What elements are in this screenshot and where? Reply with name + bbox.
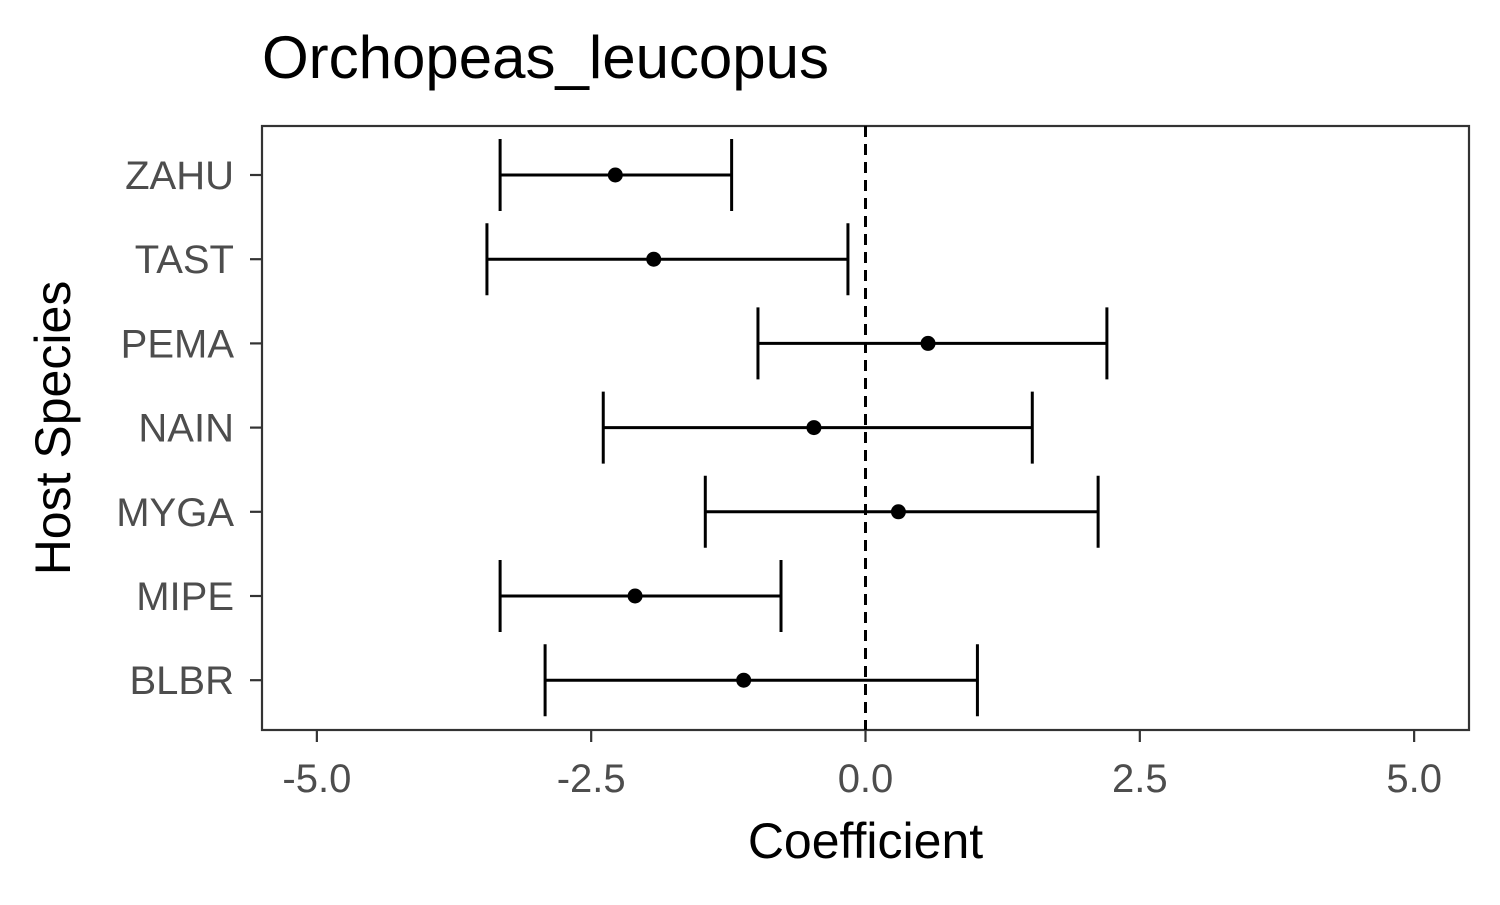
estimate-pema <box>756 307 1109 380</box>
y-tick-label-nain: NAIN <box>138 407 234 451</box>
point-estimate <box>607 167 623 183</box>
estimate-myga <box>703 475 1100 548</box>
x-tick-label: 5.0 <box>1386 757 1442 801</box>
y-tick-label-blbr: BLBR <box>130 659 235 703</box>
point-estimate <box>806 420 822 436</box>
x-axis: -5.0 -2.5 0.0 2.5 5.0 <box>282 730 1442 801</box>
y-tick-label-mipe: MIPE <box>136 575 234 619</box>
point-estimate <box>627 588 643 604</box>
y-tick-label-myga: MYGA <box>116 491 234 535</box>
x-axis-title: Coefficient <box>748 813 983 869</box>
estimate-nain <box>601 391 1034 464</box>
x-tick-label: 2.5 <box>1112 757 1168 801</box>
chart-title: Orchopeas_leucopus <box>262 24 829 91</box>
y-tick-label-tast: TAST <box>135 238 234 282</box>
estimate-mipe <box>498 560 783 632</box>
x-tick-label: 0.0 <box>838 757 894 801</box>
point-estimate <box>890 504 906 520</box>
estimates <box>485 139 1109 717</box>
x-tick-label: -5.0 <box>282 757 351 801</box>
y-axis: ZAHU TAST PEMA NAIN MYGA MIPE BLBR <box>116 154 262 703</box>
x-tick-label: -2.5 <box>557 757 626 801</box>
estimate-tast <box>485 223 850 296</box>
y-axis-title: Host Species <box>25 281 81 576</box>
point-estimate <box>646 251 662 267</box>
point-estimate <box>920 335 936 351</box>
estimate-blbr <box>543 644 979 717</box>
point-estimate <box>736 672 752 688</box>
y-tick-label-pema: PEMA <box>121 322 235 366</box>
y-tick-label-zahu: ZAHU <box>125 154 234 198</box>
estimate-zahu <box>498 139 734 211</box>
